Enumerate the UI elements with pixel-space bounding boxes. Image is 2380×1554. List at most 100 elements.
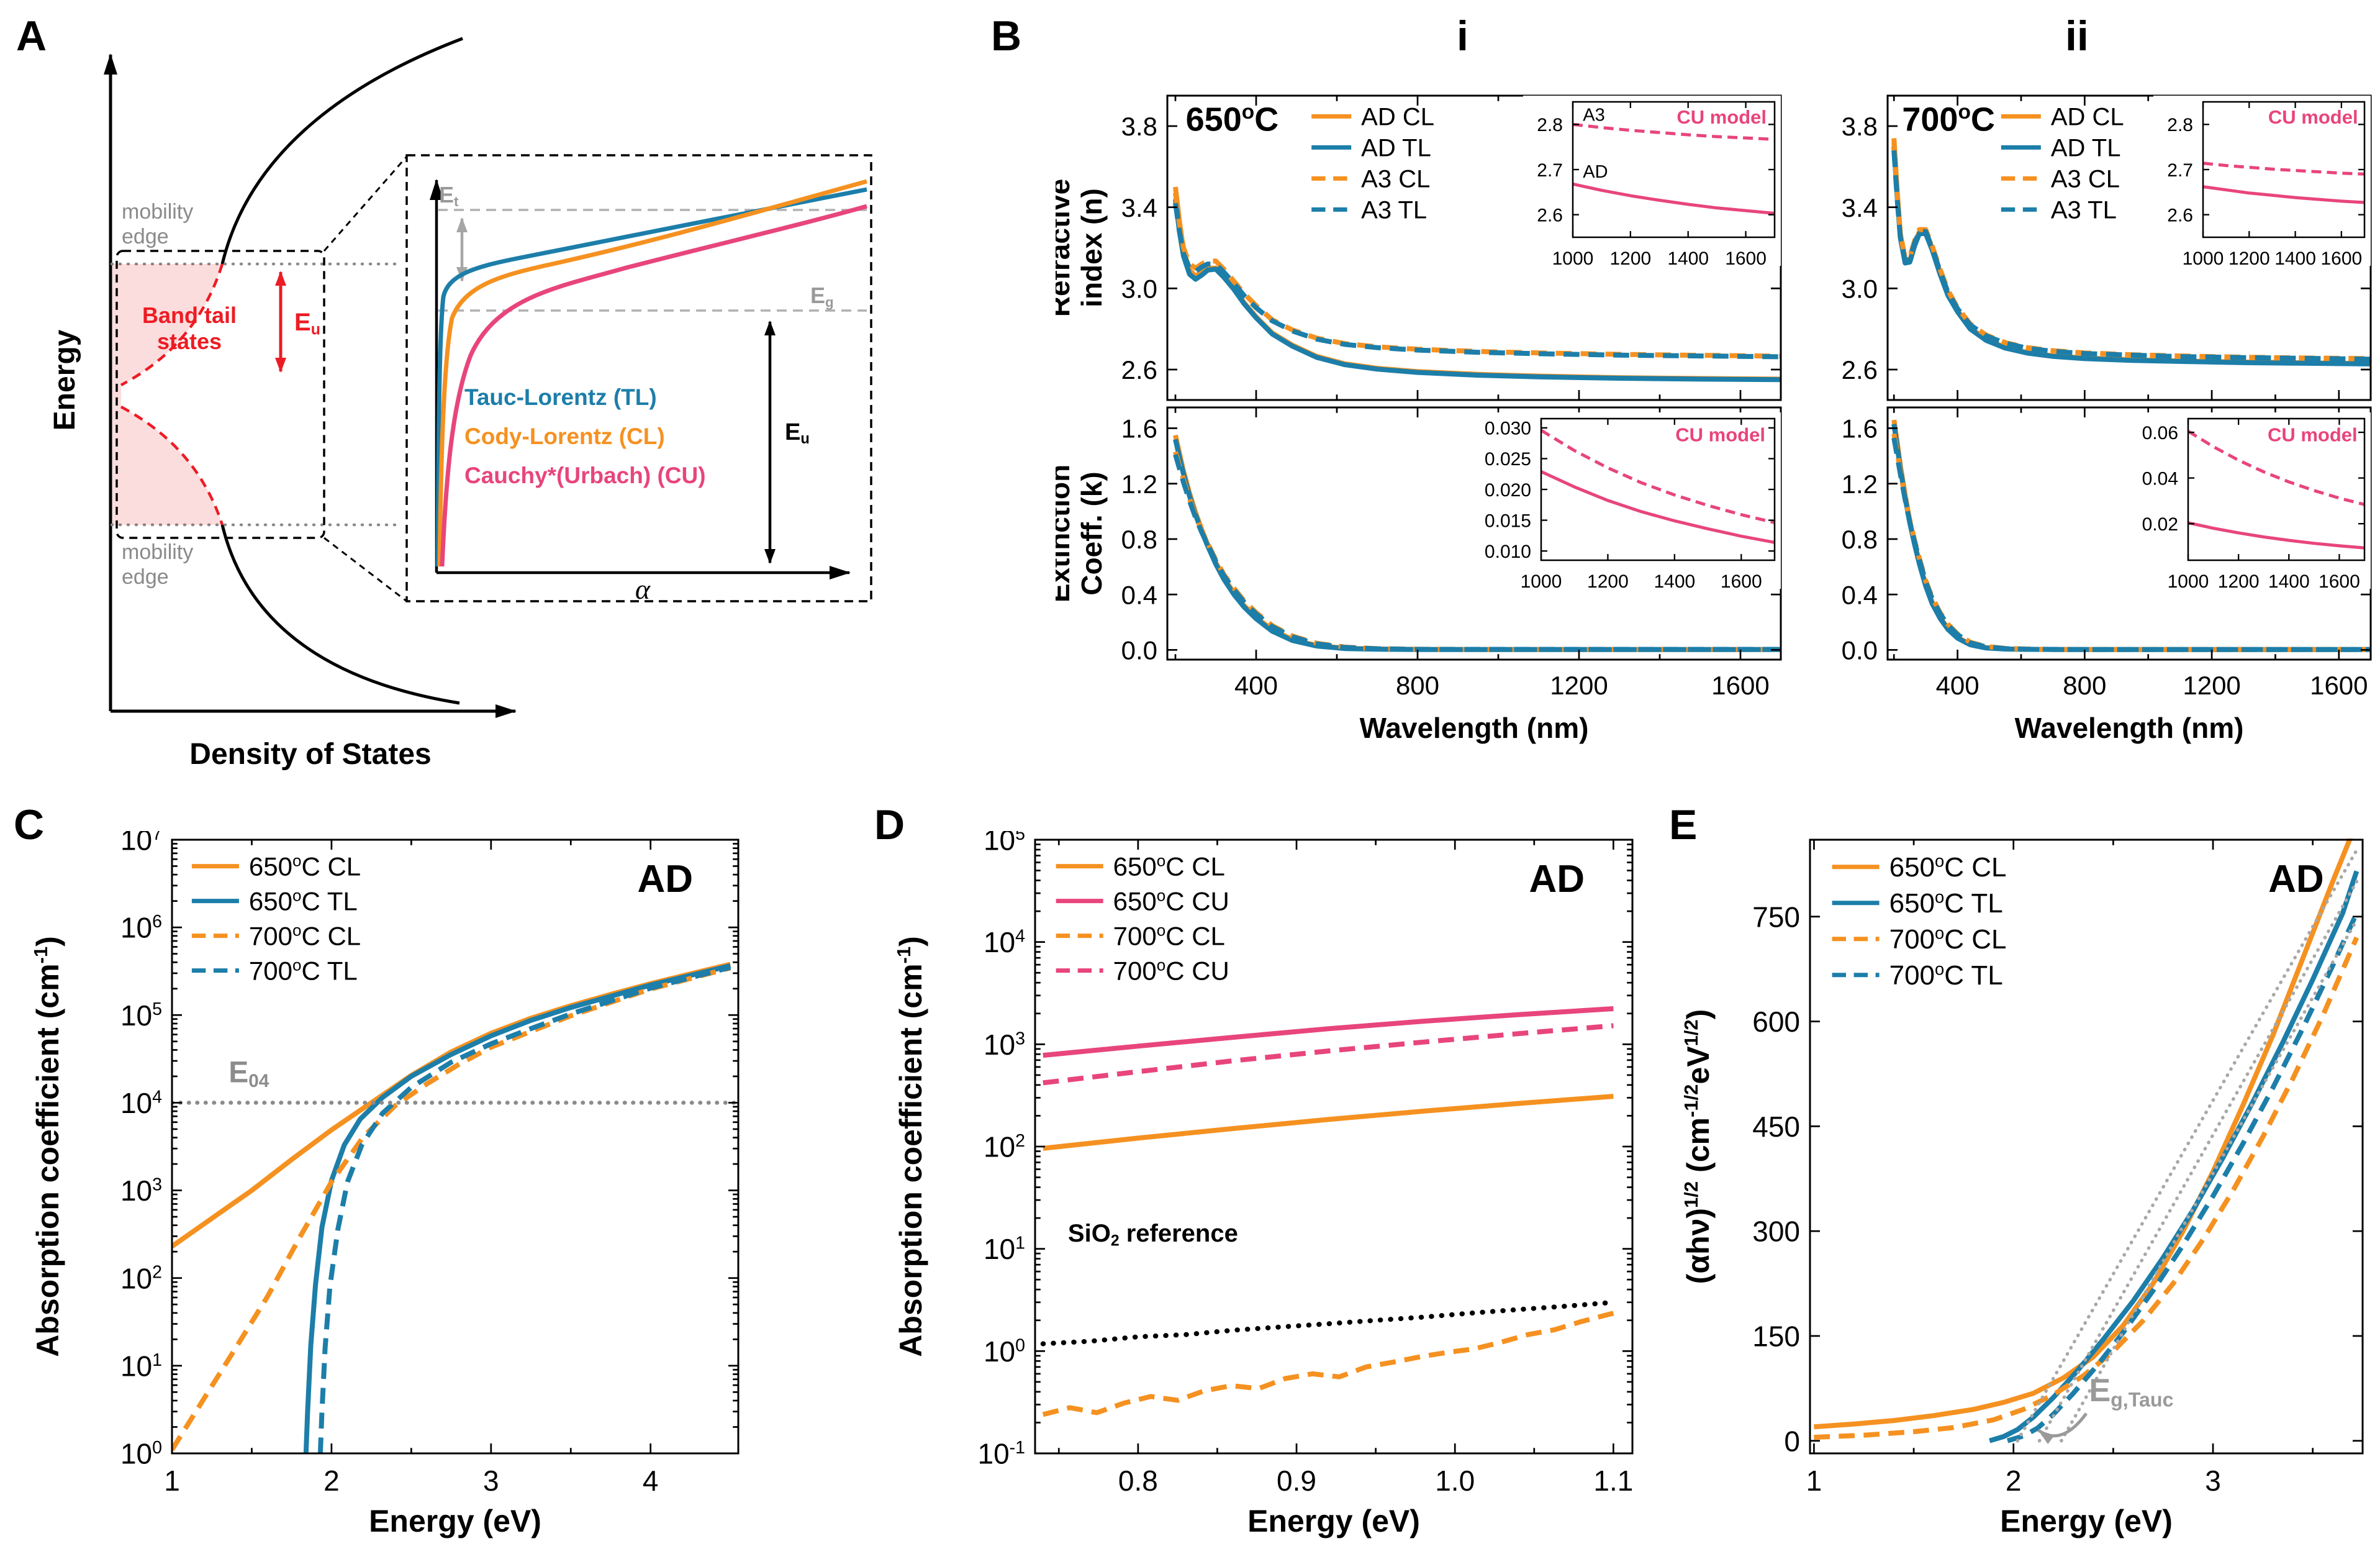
x-tick-label: 1.1 <box>1593 1465 1633 1497</box>
annotation: A3 <box>1583 106 1604 125</box>
b-ii-refractive-inset-svg: 1000 1200 1400 1600 2.6 2.7 2.8 CU model <box>2167 101 2366 266</box>
eg-label: Eg <box>810 283 834 310</box>
legend-label: 650oC TL <box>1889 887 2003 919</box>
y-tick-label: 104 <box>984 926 1025 958</box>
y-axis-label: index (n) <box>1075 188 1108 307</box>
y-tick-label: 2.6 <box>1842 355 1878 384</box>
x-tick-label: 1000 <box>1552 248 1594 266</box>
x-tick-label: 3 <box>2205 1465 2221 1497</box>
b-i-refractive-inset: 1000 1200 1400 1600 2.6 2.7 2.8 CU model A3 AD <box>1523 96 1781 266</box>
series-650c-cl <box>1043 1094 1614 1151</box>
x-tick-label: 400 <box>1234 671 1278 700</box>
x-tick-label: 1600 <box>2310 671 2368 700</box>
y-tick-label: 1.6 <box>1121 414 1157 443</box>
y-tick-label: 2.7 <box>1537 160 1563 181</box>
dos-axis-label: Density of States <box>189 738 431 771</box>
series-a3-cu <box>2202 161 2364 176</box>
legend-label: A3 CL <box>1361 165 1430 193</box>
panel-d-letter: D <box>874 801 905 848</box>
y-tick-label: 0.4 <box>1842 580 1878 609</box>
ticks <box>2187 419 2364 561</box>
chart-extinction-700: 400 800 1200 1600 0.0 0.4 0.8 1.2 1.6 Wavelength … <box>1794 404 2378 753</box>
legend-label: 650oC CL <box>249 851 361 881</box>
y-tick-label: 2.8 <box>2167 115 2193 135</box>
annotation: AD <box>1529 858 1585 901</box>
series-tauc-fit-3 <box>2060 918 2359 1443</box>
y-tick-label: 1.2 <box>1121 470 1157 499</box>
conduction-band-curve <box>220 37 463 265</box>
annotation: SiO2 reference <box>1068 1220 1238 1249</box>
y-tick-label: 106 <box>120 912 162 944</box>
chart-refractive-700: 2.6 3.0 3.4 3.8 700oC AD CL AD TL A3 CL A3 TL 100… <box>1794 88 2378 404</box>
series-a3-tl <box>1891 150 2371 362</box>
alpha-axis-label: α <box>635 573 651 605</box>
plot-frame <box>1166 406 1782 661</box>
series-group <box>1891 419 2371 652</box>
panel-b-letter: B <box>991 12 1022 60</box>
annotation: CU model <box>1676 106 1767 128</box>
et-label: Et <box>439 182 459 209</box>
legend-label: AD CL <box>2051 103 2124 130</box>
legend-label: A3 TL <box>1361 196 1427 224</box>
plot-bg <box>1573 102 1775 237</box>
plot-bg <box>172 840 738 1453</box>
ticks <box>1810 840 2363 1453</box>
mobility-edge-label-upper: mobility <box>122 200 193 224</box>
series-ad-cu <box>1541 470 1775 544</box>
series-650c-cl <box>1814 838 2353 1430</box>
series-700c-tl <box>317 965 731 1454</box>
y-tick-label: 101 <box>120 1350 162 1382</box>
series-group <box>1541 429 1775 544</box>
legend-label: 650oC TL <box>249 886 358 916</box>
series-a3-tl <box>1891 437 2371 652</box>
arrow-head <box>2038 1430 2055 1445</box>
y-tick-label: 0.030 <box>1485 419 1531 439</box>
x-axis-label: Wavelength (nm) <box>2015 712 2244 744</box>
series-ad-tl <box>1173 199 1781 383</box>
y-tick-label: 2.6 <box>1121 355 1157 384</box>
mobility-edge-label-upper2: edge <box>122 225 169 248</box>
y-tick-label: 0.0 <box>1121 636 1157 665</box>
legend-label: 700oC TL <box>249 955 358 985</box>
y-tick-label: 0.020 <box>1485 480 1531 501</box>
series-a3-tl <box>1173 202 1781 360</box>
series-a3-cu <box>1541 429 1775 525</box>
c-absorption-svg: 1 2 3 4 100 101 102 103 104 105 106 107 Energy (eV) A… <box>30 831 740 1538</box>
y-tick-label: 104 <box>120 1087 162 1119</box>
energy-axis-label: Energy <box>48 329 81 430</box>
b-i-extinction-inset-svg: 1000 1200 1400 1600 0.010 0.015 0.020 0.025 0.03… <box>1485 417 1776 589</box>
y-tick-label: 105 <box>120 999 162 1032</box>
plot-bg <box>2188 419 2364 561</box>
y-tick-label: 750 <box>1752 901 1800 933</box>
annotation: CU model <box>2268 106 2358 128</box>
series-group <box>1891 138 2371 366</box>
x-tick-label: 1600 <box>1711 671 1769 700</box>
y-tick-label: 3.4 <box>1121 193 1157 222</box>
y-tick-label: 101 <box>984 1233 1025 1265</box>
y-tick-label: 100 <box>984 1335 1025 1368</box>
x-tick-label: 1600 <box>1725 248 1767 266</box>
x-tick-label: 1200 <box>1610 248 1652 266</box>
x-axis-label: Energy (eV) <box>2000 1504 2173 1538</box>
y-tick-label: 3.8 <box>1121 112 1157 141</box>
series-650c-tl <box>1989 870 2360 1443</box>
urbach-energy-label: Eu <box>294 309 320 338</box>
y-tick-label: 3.4 <box>1842 193 1878 222</box>
band-tail-curve-lower <box>120 406 224 525</box>
x-tick-label: 800 <box>2063 671 2106 700</box>
ticks <box>1035 838 1632 1455</box>
tauc-lorentz-legend: Tauc-Lorentz (TL) <box>464 384 657 410</box>
series-700c-cl <box>1042 1311 1614 1417</box>
x-axis-label: Wavelength (nm) <box>1360 712 1589 744</box>
y-tick-label: 3.0 <box>1842 274 1878 303</box>
y-tick-label: 10-1 <box>977 1438 1025 1470</box>
y-tick-label: 103 <box>984 1029 1025 1061</box>
panel-b-i-letter: i <box>1457 12 1468 60</box>
cauchy-urbach-curve <box>440 204 867 567</box>
y-tick-label: 100 <box>120 1438 162 1470</box>
y-tick-label: 0.4 <box>1121 580 1157 609</box>
zoom-connector-lower <box>324 537 407 602</box>
x-tick-label: 1600 <box>1721 571 1762 589</box>
zoom-connector-upper <box>323 156 408 252</box>
